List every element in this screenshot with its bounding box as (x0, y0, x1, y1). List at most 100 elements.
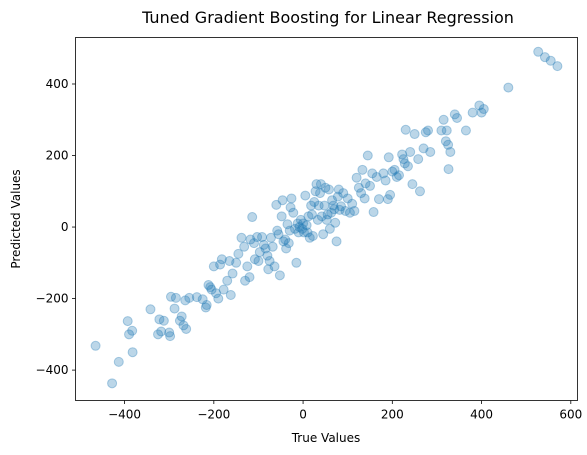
data-point (203, 279, 214, 290)
data-point (297, 223, 308, 234)
data-point (443, 164, 454, 175)
data-point (271, 199, 282, 210)
data-point (154, 314, 165, 325)
data-point (452, 112, 463, 123)
data-point (225, 290, 236, 300)
data-point (145, 304, 156, 315)
data-point (169, 303, 180, 314)
data-point (222, 275, 233, 286)
data-point (164, 327, 175, 338)
data-point (407, 179, 418, 190)
data-point (373, 194, 384, 205)
data-point (503, 82, 514, 93)
data-point (262, 250, 273, 261)
data-point (122, 316, 133, 327)
data-point (409, 129, 420, 140)
data-point (399, 158, 410, 169)
data-point (338, 188, 349, 199)
data-point (211, 288, 222, 299)
data-point (476, 107, 487, 118)
x-axis-label: True Values (291, 431, 361, 445)
data-point (330, 217, 341, 228)
data-point (414, 186, 425, 197)
data-point (334, 204, 345, 215)
data-point (90, 340, 101, 351)
data-point (304, 232, 315, 243)
data-point (300, 190, 311, 201)
data-point (276, 211, 287, 222)
data-point (290, 223, 301, 234)
data-point (378, 168, 389, 179)
data-point (233, 248, 244, 259)
data-point (316, 211, 327, 222)
data-point (323, 184, 334, 195)
data-point (244, 272, 255, 283)
data-point (201, 300, 212, 311)
data-point (280, 234, 291, 245)
x-tick-label: 600 (559, 408, 582, 422)
data-point (385, 189, 396, 200)
data-point (258, 239, 269, 250)
data-point (252, 232, 263, 243)
data-point (303, 211, 314, 222)
y-tick-label: 200 (46, 149, 69, 163)
y-axis-label: Predicted Values (9, 169, 23, 268)
data-point (539, 52, 550, 63)
x-axis-ticks: −400 −200 0 200 400 600 (108, 400, 582, 422)
data-point (306, 200, 317, 211)
y-tick-label: −200 (36, 292, 69, 306)
data-point (332, 191, 343, 202)
x-tick-label: −400 (108, 408, 141, 422)
data-point (174, 315, 185, 326)
data-point (319, 200, 330, 211)
data-point (368, 207, 379, 218)
data-point (180, 295, 191, 306)
data-point (298, 227, 309, 238)
data-point (267, 241, 278, 252)
data-point (321, 214, 332, 225)
data-point (356, 188, 367, 199)
data-point (326, 207, 337, 218)
data-point (440, 136, 451, 147)
data-points (90, 46, 563, 389)
data-point (124, 329, 135, 340)
data-point (329, 204, 340, 215)
data-point (284, 225, 295, 236)
data-point (265, 232, 276, 243)
data-point (307, 209, 317, 220)
data-point (413, 154, 424, 165)
axes-frame (75, 37, 578, 401)
data-point (247, 212, 258, 223)
data-point (181, 323, 192, 334)
data-point (245, 234, 256, 245)
data-point (273, 229, 284, 240)
data-point (248, 238, 259, 249)
data-point (213, 293, 224, 304)
data-point (362, 150, 373, 161)
data-point (445, 146, 456, 157)
data-point (197, 294, 208, 305)
data-point (254, 247, 265, 258)
data-point (253, 256, 264, 267)
data-point (318, 229, 329, 240)
data-point (322, 209, 333, 220)
y-tick-label: 400 (46, 77, 69, 91)
data-point (398, 154, 409, 165)
x-tick-label: 400 (470, 408, 493, 422)
data-point (389, 164, 400, 175)
data-point (320, 182, 331, 193)
data-point (397, 149, 408, 160)
data-point (443, 139, 454, 150)
data-point (310, 186, 321, 197)
data-point (315, 179, 326, 190)
data-point (165, 291, 176, 302)
data-point (327, 195, 338, 206)
data-point (353, 182, 364, 193)
data-point (324, 223, 335, 234)
data-point (127, 347, 138, 358)
x-tick-label: 200 (381, 408, 404, 422)
data-point (380, 175, 391, 186)
data-point (351, 172, 362, 183)
data-point (107, 378, 118, 389)
data-point (344, 207, 355, 218)
